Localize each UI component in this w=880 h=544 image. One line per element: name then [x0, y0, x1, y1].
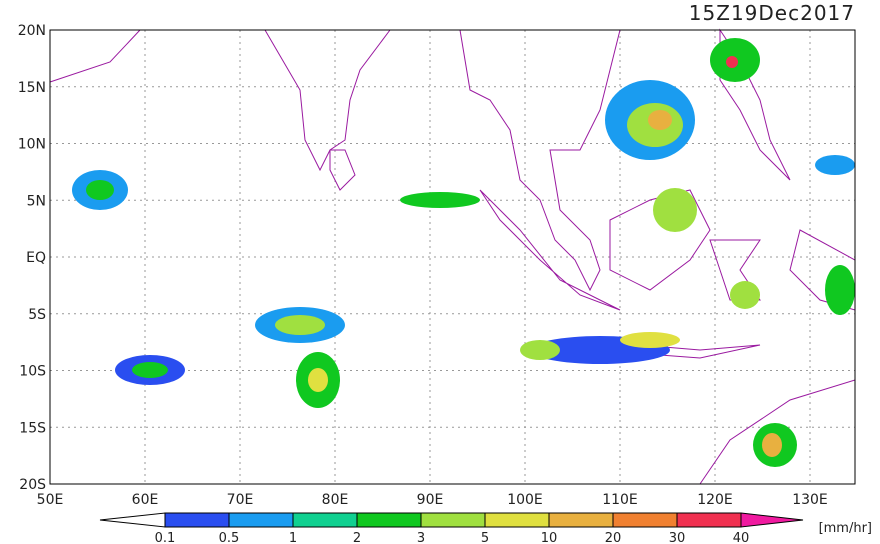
colorbar-label: 10 — [541, 531, 558, 544]
lon-label: 90E — [417, 492, 444, 508]
grid — [50, 30, 855, 484]
colorbar-segment — [164, 512, 230, 528]
precip — [726, 56, 738, 68]
colorbar-segment — [292, 512, 358, 528]
colorbar-label: 20 — [605, 531, 622, 544]
map-title: 15Z19Dec2017 — [689, 1, 855, 25]
lon-label: 130E — [792, 492, 828, 508]
lat-label: 10S — [19, 364, 46, 380]
colorbar-segment — [548, 512, 614, 528]
colorbar-label: 5 — [481, 531, 489, 544]
lat-label: EQ — [26, 250, 46, 266]
precip — [648, 110, 672, 130]
map-frame — [49, 29, 856, 485]
coast-sumatra — [479, 189, 621, 311]
precip — [400, 192, 480, 208]
precip — [86, 180, 114, 200]
precip — [815, 155, 855, 175]
lon-label: 110E — [602, 492, 638, 508]
lat-label: 20N — [18, 23, 46, 39]
colorbar-label: 0.1 — [155, 531, 176, 544]
precip — [653, 188, 697, 232]
precip — [132, 362, 168, 378]
lon-label: 70E — [227, 492, 254, 508]
coast-seasia — [459, 29, 621, 292]
precip-areas — [72, 38, 855, 467]
colorbar-segment — [356, 512, 422, 528]
coast-sulawesi — [709, 239, 761, 301]
colorbar-label: 40 — [733, 531, 750, 544]
lat-label: 20S — [19, 477, 46, 493]
colorbar-segment — [676, 512, 742, 528]
colorbar-label: 30 — [669, 531, 686, 544]
colorbar-label: 0.5 — [219, 531, 240, 544]
colorbar-label: 3 — [417, 531, 425, 544]
colorbar-label: 1 — [289, 531, 297, 544]
lat-label: 15N — [18, 80, 46, 96]
lat-label: 5N — [27, 193, 46, 209]
lat-label: 5S — [28, 307, 46, 323]
precip — [730, 281, 760, 309]
coast-australia — [699, 379, 856, 485]
lon-label: 50E — [37, 492, 64, 508]
colorbar-segment — [612, 512, 678, 528]
colorbar-segment — [228, 512, 294, 528]
colorbar-label: 2 — [353, 531, 361, 544]
colorbar-unit: [mm/hr] — [819, 521, 872, 536]
colorbar-under — [99, 512, 166, 528]
colorbar-segment — [420, 512, 486, 528]
lon-label: 120E — [697, 492, 733, 508]
colorbar: 0.1 0.5 1 2 3 5 10 20 30 40 [mm/hr] — [99, 512, 872, 544]
lon-label: 80E — [322, 492, 349, 508]
lat-label: 15S — [19, 420, 46, 436]
precip — [620, 332, 680, 348]
precip — [520, 340, 560, 360]
precip — [308, 368, 328, 392]
colorbar-over — [740, 512, 804, 528]
coast-srilanka — [329, 149, 356, 191]
lat-label: 10N — [18, 137, 46, 153]
lon-label: 100E — [507, 492, 543, 508]
precip — [825, 265, 855, 315]
colorbar-segment — [484, 512, 550, 528]
coast-india — [49, 29, 391, 172]
precip — [762, 433, 782, 457]
lon-label: 60E — [132, 492, 159, 508]
precip — [275, 315, 325, 335]
